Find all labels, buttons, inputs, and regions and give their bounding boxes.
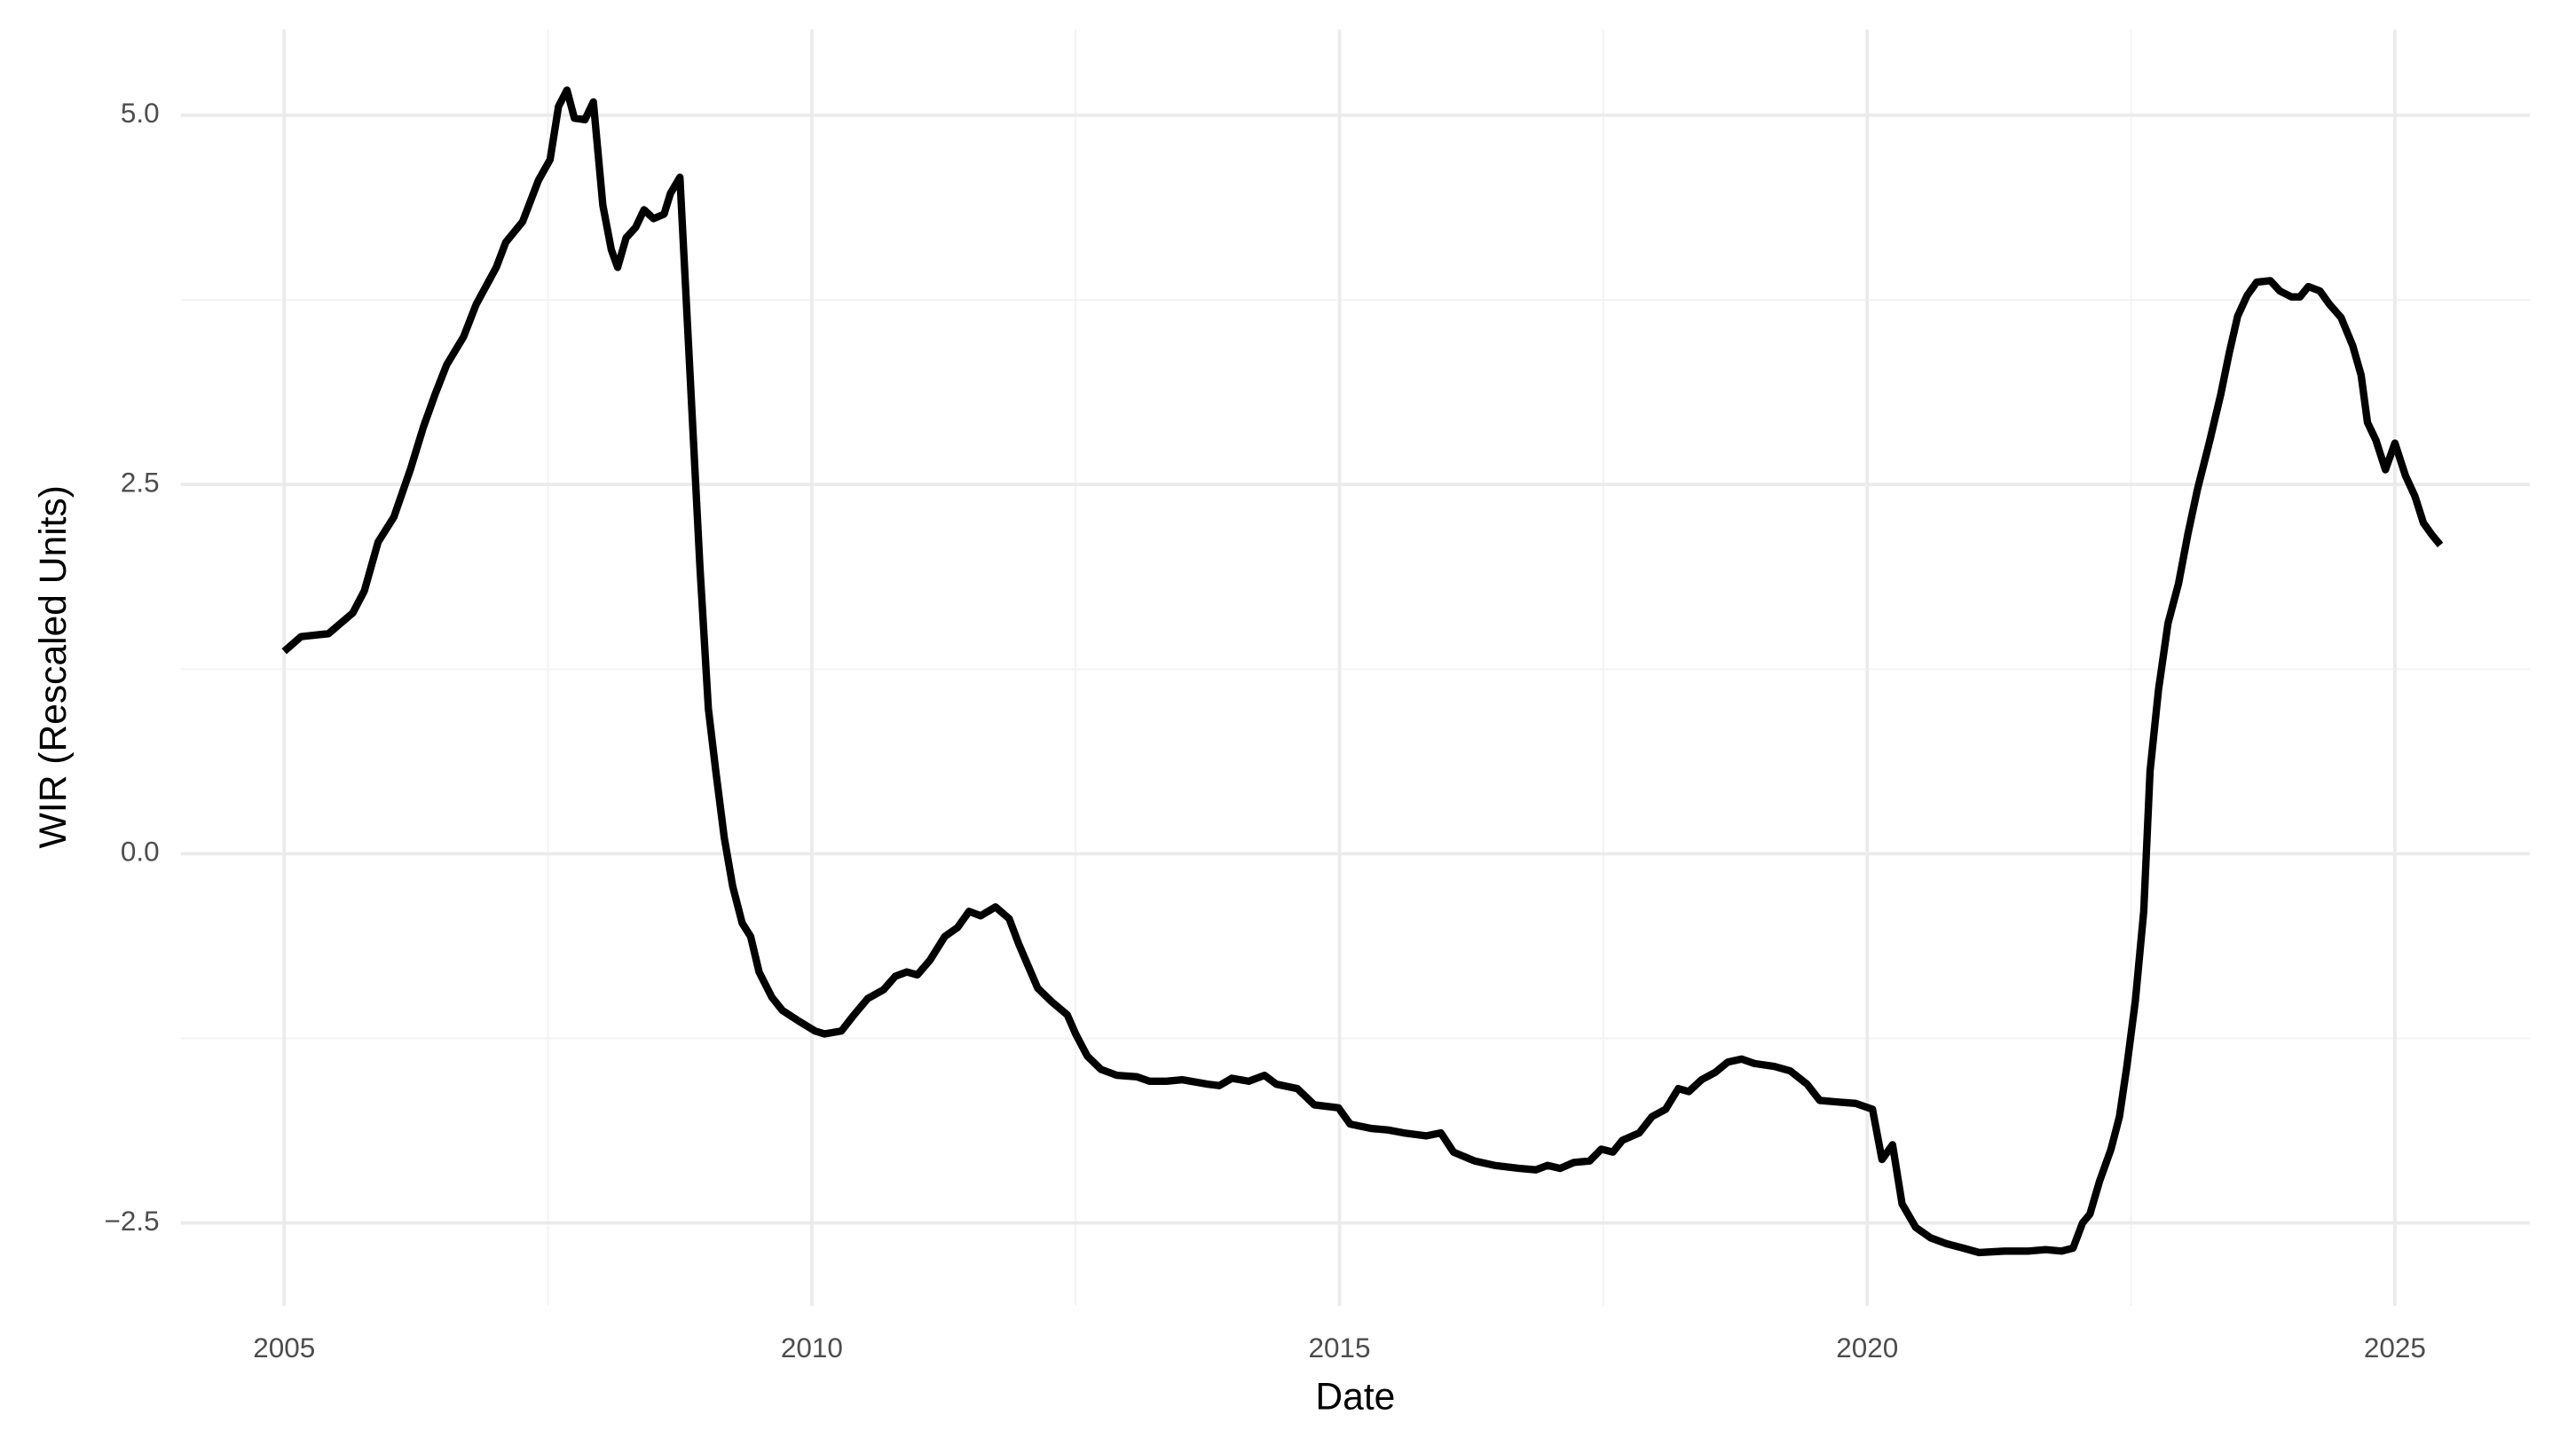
x-tick-label: 2020 <box>1836 1332 1898 1363</box>
x-tick-label: 2025 <box>2364 1332 2426 1363</box>
data-line <box>281 86 2444 1257</box>
y-tick-label: −2.5 <box>104 1206 159 1237</box>
grid <box>180 29 2531 1306</box>
y-tick-label: 2.5 <box>121 467 160 498</box>
y-tick-label: 0.0 <box>121 837 160 868</box>
x-tick-label: 2010 <box>781 1332 843 1363</box>
y-tick-label: 5.0 <box>121 98 160 129</box>
x-tick-label: 2005 <box>253 1332 315 1363</box>
y-axis-title: WIR (Rescaled Units) <box>32 485 75 848</box>
x-axis-title: Date <box>1315 1376 1395 1418</box>
x-tick-label: 2015 <box>1309 1332 1371 1363</box>
marks <box>281 86 2444 1257</box>
